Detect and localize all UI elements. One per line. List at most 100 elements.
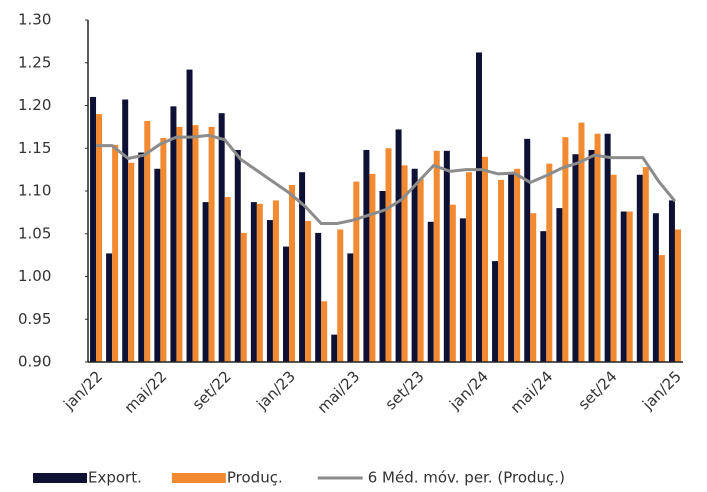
- bar: [112, 144, 119, 362]
- bar: [642, 167, 649, 362]
- x-tick-label: mai/23: [314, 367, 364, 417]
- x-tick-label: set/23: [382, 367, 428, 413]
- bar: [674, 229, 681, 362]
- bar: [283, 246, 290, 362]
- x-tick-label: mai/22: [121, 367, 171, 417]
- bar: [90, 96, 97, 362]
- bar: [610, 174, 617, 362]
- y-tick-label: 1.15: [18, 139, 51, 157]
- x-tick-label: jan/22: [59, 367, 106, 414]
- bar: [186, 69, 193, 362]
- bar: [411, 168, 418, 362]
- bar: [128, 162, 135, 362]
- bar: [562, 137, 569, 362]
- y-tick-label: 0.95: [18, 310, 51, 328]
- bar: [208, 126, 215, 362]
- bar: [636, 174, 643, 362]
- bar: [588, 149, 595, 362]
- legend-swatch: [171, 473, 226, 483]
- legend-label: Produç.: [227, 469, 283, 487]
- bar: [363, 149, 370, 362]
- bar: [572, 154, 579, 362]
- bar: [144, 120, 151, 362]
- bar: [379, 191, 386, 362]
- bar: [369, 173, 376, 362]
- x-tick-label: mai/24: [507, 367, 557, 417]
- bar: [658, 255, 665, 362]
- bar: [443, 150, 450, 362]
- bar: [604, 133, 611, 362]
- legend-label: Export.: [88, 469, 142, 487]
- bar: [154, 168, 161, 362]
- bar: [176, 126, 183, 362]
- bar: [234, 149, 241, 362]
- bar: [160, 137, 167, 362]
- bar: [578, 122, 585, 362]
- bar: [508, 173, 515, 362]
- x-tick-label: set/24: [575, 367, 621, 413]
- bar: [530, 213, 537, 362]
- y-tick-label: 1.30: [18, 11, 51, 29]
- bar: [240, 232, 247, 362]
- bar: [266, 220, 273, 362]
- bar: [250, 202, 257, 362]
- legend-label: 6 Méd. móv. per. (Produç.): [368, 469, 565, 487]
- bar: [433, 150, 440, 362]
- bar: [192, 125, 199, 362]
- bar: [299, 172, 306, 362]
- bar: [498, 179, 505, 362]
- legend-swatch: [33, 473, 87, 483]
- bar: [331, 334, 338, 362]
- y-tick-label: 1.00: [18, 267, 51, 285]
- bar: [224, 196, 231, 362]
- bar: [289, 185, 296, 362]
- bar: [556, 208, 563, 362]
- bar: [170, 106, 177, 362]
- bar: [315, 232, 322, 362]
- x-tick-label: set/22: [189, 367, 235, 413]
- bar: [218, 113, 225, 362]
- bar: [449, 204, 456, 362]
- bar: [524, 138, 531, 362]
- bar: [459, 218, 466, 362]
- bar: [514, 168, 521, 362]
- bar: [427, 221, 434, 362]
- bar: [620, 211, 627, 362]
- bar: [465, 172, 472, 362]
- bar: [202, 202, 209, 362]
- bar: [492, 261, 499, 362]
- y-tick-label: 1.20: [18, 96, 51, 114]
- y-tick-label: 0.90: [18, 353, 51, 371]
- bar: [272, 200, 279, 362]
- bar: [546, 163, 553, 362]
- bar: [626, 211, 633, 362]
- bar: [347, 253, 354, 362]
- bar: [353, 181, 360, 362]
- x-tick-label: jan/23: [252, 367, 299, 414]
- y-tick-label: 1.05: [18, 224, 51, 242]
- bar: [337, 229, 344, 362]
- bar: [385, 148, 392, 362]
- bar: [594, 133, 601, 362]
- bar: [668, 200, 675, 362]
- bar: [417, 179, 424, 362]
- bar: [475, 52, 482, 363]
- bar: [305, 220, 312, 362]
- bar: [481, 156, 488, 362]
- x-tick-label: jan/25: [638, 367, 685, 414]
- bar: [96, 114, 103, 362]
- bar: [401, 165, 408, 362]
- bar: [256, 203, 263, 362]
- y-tick-label: 1.10: [18, 182, 51, 200]
- bar: [122, 99, 129, 362]
- line: [96, 133, 677, 225]
- bar: [540, 231, 547, 362]
- x-tick-label: jan/24: [445, 367, 492, 414]
- bar: [395, 129, 402, 362]
- y-tick-label: 1.25: [18, 53, 51, 71]
- bar: [321, 301, 328, 362]
- bar: [652, 213, 659, 362]
- bar: [106, 253, 113, 362]
- bar: [138, 152, 145, 362]
